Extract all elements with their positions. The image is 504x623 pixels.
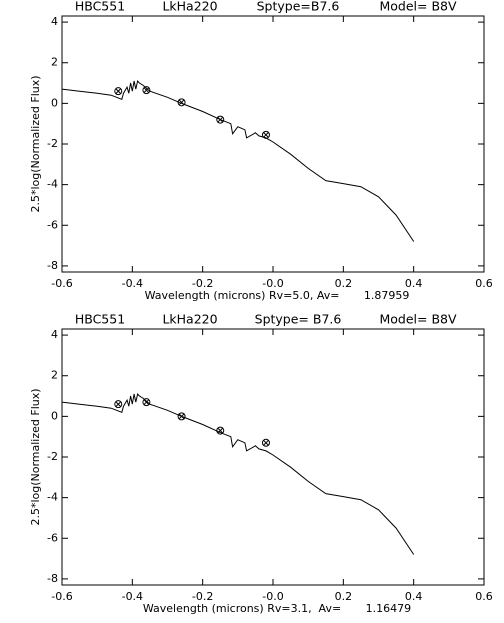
y-tick-label: -6 bbox=[47, 531, 58, 544]
x-tick-label: -0.6 bbox=[51, 277, 72, 290]
x-tick-label: 0.6 bbox=[475, 590, 493, 603]
point-cross bbox=[178, 99, 185, 106]
observed-point bbox=[142, 398, 151, 407]
x-tick-label: -0.2 bbox=[192, 277, 213, 290]
observed-point bbox=[261, 438, 270, 447]
model-spectrum bbox=[61, 79, 415, 242]
point-circle bbox=[216, 115, 225, 124]
observed-point bbox=[261, 130, 270, 139]
point-circle bbox=[216, 426, 225, 435]
title-part: LkHa220 bbox=[162, 312, 217, 327]
title-part: Model= B8V bbox=[379, 0, 457, 14]
title-part: LkHa220 bbox=[162, 0, 217, 14]
y-tick-label: 2 bbox=[51, 56, 58, 69]
y-tick-label: -2 bbox=[47, 137, 58, 150]
observed-point bbox=[177, 412, 186, 421]
observed-point bbox=[177, 98, 186, 107]
x-tick-label: 0.2 bbox=[335, 277, 353, 290]
x-tick-label: -0.4 bbox=[122, 590, 143, 603]
x-tick-label: -0.4 bbox=[122, 277, 143, 290]
x-tick-label: -0.6 bbox=[51, 590, 72, 603]
point-circle bbox=[114, 400, 123, 409]
plot-frame bbox=[61, 328, 485, 586]
title-part: Model= B8V bbox=[379, 312, 457, 327]
point-circle bbox=[142, 398, 151, 407]
title-part: Sptype= B7.6 bbox=[255, 312, 342, 327]
x-tick-label: -0.0 bbox=[262, 590, 283, 603]
x-tick-label: 0.2 bbox=[335, 590, 353, 603]
point-cross bbox=[263, 132, 269, 138]
y-tick-label: -8 bbox=[47, 259, 58, 272]
point-cross bbox=[263, 439, 269, 446]
y-tick-label: -6 bbox=[47, 218, 58, 231]
point-circle bbox=[177, 412, 186, 421]
point-circle bbox=[114, 87, 123, 96]
point-cross bbox=[217, 116, 224, 123]
y-tick-label: -4 bbox=[47, 491, 58, 504]
title-part: Sptype=B7.6 bbox=[257, 0, 340, 14]
y-axis-label: 2.5*log(Normalized Flux) bbox=[29, 75, 42, 212]
plot-frame bbox=[61, 15, 485, 273]
title-part: HBC551 bbox=[75, 0, 125, 14]
observed-point bbox=[114, 87, 123, 96]
x-tick-label: 0.4 bbox=[405, 590, 423, 603]
y-tick-label: -8 bbox=[47, 572, 58, 585]
y-tick-label: 0 bbox=[51, 96, 58, 109]
point-circle bbox=[142, 86, 151, 95]
title-part: HBC551 bbox=[75, 312, 125, 327]
point-circle bbox=[261, 438, 270, 447]
x-axis-label: Wavelength (microns) Rv=3.1, Av= 1.16479 bbox=[143, 602, 411, 615]
y-tick-label: -4 bbox=[47, 178, 58, 191]
y-tick-label: 0 bbox=[51, 409, 58, 422]
observed-point bbox=[216, 426, 225, 435]
point-cross bbox=[115, 401, 122, 407]
y-tick-label: 4 bbox=[51, 328, 58, 341]
x-tick-label: 0.6 bbox=[475, 277, 493, 290]
point-circle bbox=[177, 98, 186, 107]
x-tick-label: -0.2 bbox=[192, 590, 213, 603]
x-tick-label: -0.0 bbox=[262, 277, 283, 290]
y-axis-label: 2.5*log(Normalized Flux) bbox=[29, 388, 42, 525]
y-tick-label: -2 bbox=[47, 450, 58, 463]
point-cross bbox=[115, 88, 122, 94]
y-tick-label: 4 bbox=[51, 15, 58, 28]
observed-point bbox=[142, 86, 151, 95]
point-cross bbox=[143, 87, 150, 93]
point-circle bbox=[261, 130, 270, 139]
point-cross bbox=[178, 413, 185, 420]
point-cross bbox=[143, 399, 150, 405]
x-axis-label: Wavelength (microns) Rv=5.0, Av= 1.87959 bbox=[145, 289, 410, 302]
point-cross bbox=[217, 427, 224, 434]
y-tick-label: 2 bbox=[51, 369, 58, 382]
x-tick-label: 0.4 bbox=[405, 277, 423, 290]
observed-point bbox=[216, 115, 225, 124]
model-spectrum bbox=[61, 392, 415, 555]
observed-point bbox=[114, 400, 123, 409]
